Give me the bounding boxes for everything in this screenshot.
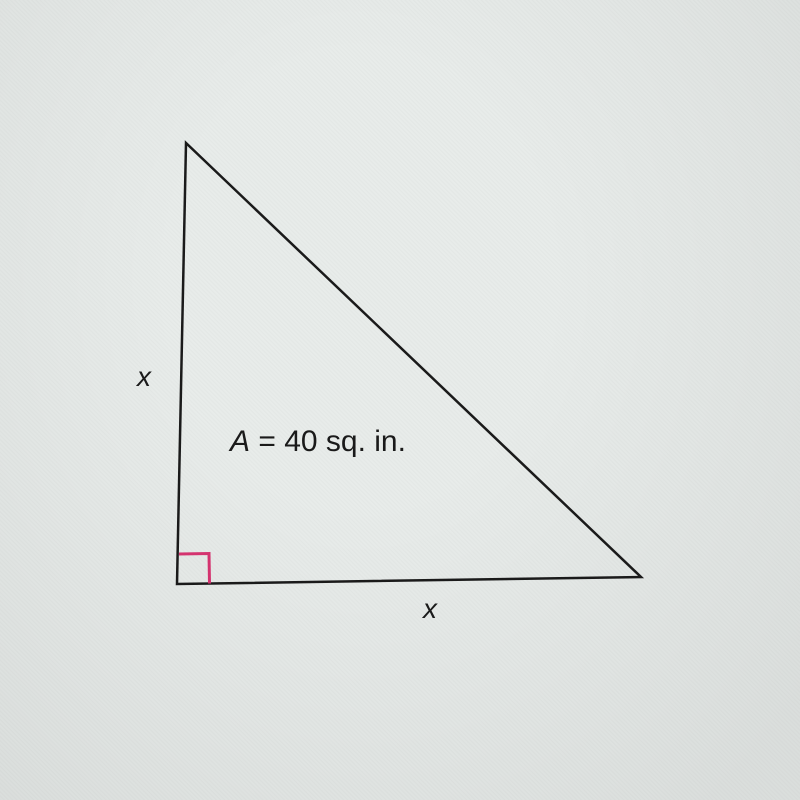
right-angle-marker xyxy=(179,554,210,584)
triangle-path xyxy=(177,143,641,584)
triangle-svg xyxy=(175,140,650,620)
area-label: A = 40 sq. in. xyxy=(230,425,406,459)
left-side-label: x xyxy=(137,361,151,393)
area-variable: A xyxy=(230,425,250,458)
triangle-diagram: x x A = 40 sq. in. xyxy=(175,140,650,620)
bottom-side-label: x xyxy=(423,593,437,625)
area-value: = 40 sq. in. xyxy=(250,425,406,458)
